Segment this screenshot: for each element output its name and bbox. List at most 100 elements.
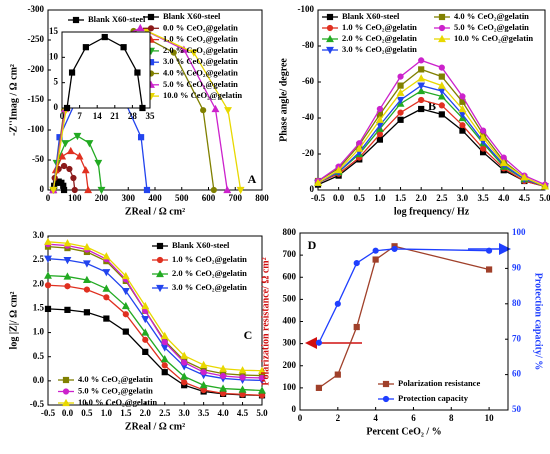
data-point — [102, 252, 111, 260]
y-tick-label: -200 — [28, 64, 45, 74]
data-point — [64, 283, 71, 290]
data-point — [73, 132, 82, 141]
data-point — [199, 360, 208, 369]
data-point — [375, 115, 384, 123]
series-line — [317, 68, 546, 187]
x-tick-label: 8 — [449, 413, 454, 423]
legend-marker — [438, 34, 446, 43]
data-point — [438, 73, 445, 80]
legend-label: 4.0 % CeO₂@gelatin — [163, 67, 238, 77]
legend-label: 3.0 % CeO₂@gelatin — [172, 282, 247, 292]
data-point — [224, 107, 232, 115]
x-tick-label: 0.5 — [354, 193, 366, 203]
y-tick-label: -60 — [302, 76, 314, 86]
x-tick-label: 1.5 — [395, 193, 407, 203]
legend-label: 5.0 % CeO₂@gelatin — [163, 79, 238, 89]
legend-marker — [326, 34, 334, 43]
legend-marker — [62, 398, 70, 407]
data-point — [396, 96, 405, 105]
legend-marker — [382, 395, 390, 403]
data-point — [44, 305, 52, 313]
data-point — [479, 133, 488, 141]
data-point — [459, 127, 466, 134]
data-point — [82, 275, 91, 284]
data-point — [66, 146, 75, 155]
data-point — [94, 159, 103, 168]
data-point — [485, 247, 493, 254]
y-tick-label: 0 — [292, 404, 297, 414]
data-point — [397, 82, 404, 89]
data-point — [437, 92, 446, 100]
data-point — [160, 354, 169, 363]
series-line — [318, 245, 490, 389]
data-point — [83, 309, 91, 316]
y-tick-label: 100 — [283, 382, 297, 392]
legend-marker — [326, 46, 334, 55]
x-tick-label: 5.0 — [539, 193, 550, 203]
y-tick-label: 5 — [54, 77, 59, 87]
panel-letter: D — [308, 238, 317, 252]
data-point — [479, 127, 487, 134]
y-tick-label: 0 — [310, 184, 315, 194]
legend-marker — [382, 380, 390, 388]
y-tick-label: -100 — [298, 4, 315, 14]
y-tick-label: 1.5 — [33, 302, 45, 312]
y-tick-label: 15 — [49, 26, 59, 36]
x-axis-label: Percent CeO₂ / % — [366, 426, 441, 437]
data-point — [418, 105, 425, 113]
data-point — [58, 152, 67, 160]
data-point — [200, 107, 207, 114]
panel-letter: C — [244, 328, 253, 342]
panel-letter: A — [248, 172, 257, 186]
data-point — [181, 359, 188, 366]
legend-label: 4.0 % CeO₂@gelatin — [454, 11, 529, 21]
data-point — [485, 266, 493, 273]
legend-marker — [438, 24, 446, 32]
data-point — [180, 351, 189, 359]
data-point — [397, 109, 404, 116]
x-tick-label: 4.5 — [237, 408, 249, 418]
y-tick-label: 800 — [283, 227, 297, 237]
x-tick-label: 1.0 — [374, 193, 386, 203]
data-point — [122, 311, 129, 318]
legend-marker — [156, 242, 164, 250]
x-tick-label: 7 — [77, 111, 82, 121]
data-point — [63, 239, 72, 247]
data-point — [315, 384, 323, 391]
x-tick-label: 4 — [373, 413, 378, 423]
x-tick-label: 4.0 — [217, 408, 229, 418]
data-point — [417, 74, 426, 82]
x-tick-label: 14 — [93, 111, 103, 121]
data-point — [459, 93, 466, 100]
data-point — [417, 86, 426, 95]
legend-label: 10.0 % CeO₂@gelatin — [163, 90, 242, 100]
data-point — [372, 247, 379, 254]
data-point — [541, 182, 549, 190]
plot-frame — [317, 9, 546, 191]
data-point — [82, 260, 91, 268]
data-point — [142, 336, 149, 343]
y2-tick-label: 100 — [512, 227, 526, 237]
x-tick-label: 3.0 — [179, 408, 191, 418]
legend-marker — [62, 376, 70, 384]
legend-label: 2.0 % CeO₂@gelatin — [172, 268, 247, 278]
legend-marker — [156, 256, 164, 264]
data-point — [82, 44, 89, 51]
data-point — [223, 185, 232, 194]
data-point — [160, 331, 169, 340]
x-tick-label: 35 — [146, 111, 156, 121]
y-tick-label: -150 — [28, 94, 45, 104]
data-point — [142, 348, 149, 355]
x-tick-label: 3.5 — [198, 408, 210, 418]
data-point — [437, 81, 446, 89]
data-point — [161, 369, 168, 376]
legend-marker — [72, 16, 80, 24]
y-tick-label: 300 — [283, 338, 297, 348]
x-tick-label: 200 — [95, 193, 109, 203]
y-axis-label: Polarization resistance/ Ω cm² — [260, 257, 271, 385]
x-tick-label: -0.5 — [41, 408, 56, 418]
data-point — [238, 366, 247, 374]
y-axis-label: -Z''Imag / Ω cm² — [8, 64, 19, 136]
x-tick-label: 1.5 — [120, 408, 132, 418]
data-point — [499, 158, 508, 167]
